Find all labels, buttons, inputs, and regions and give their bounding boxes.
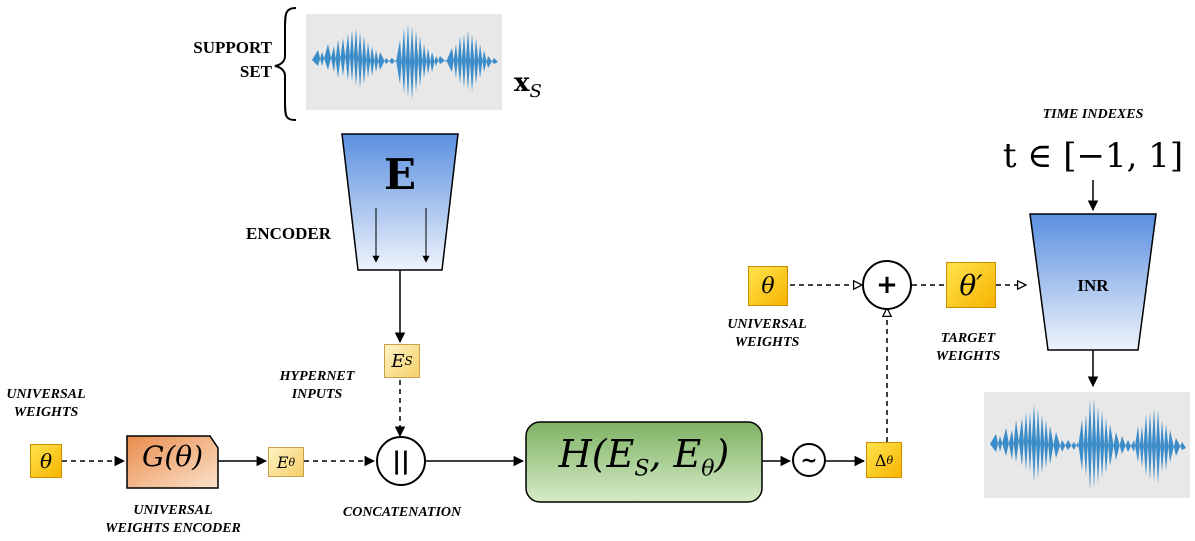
inr-label: INR [1077, 276, 1109, 295]
hypernet-shape [525, 421, 763, 503]
right-universal-weights-label: UNIVERSAL WEIGHTS [727, 317, 807, 350]
target-weights-label: TARGET WEIGHTS [935, 331, 1001, 364]
concatenation-label: CONCATENATION [342, 505, 462, 520]
support-waveform [312, 24, 498, 100]
weights-encoder-shape [126, 435, 219, 489]
target-theta-box: θ′ [946, 262, 996, 308]
hypernet-inputs-label: HYPERNET INPUTS [279, 369, 355, 402]
encoder-letter: E [383, 150, 416, 199]
support-brace [274, 7, 297, 121]
hypernet-text: H(ES, Eθ) [558, 432, 730, 482]
left-theta-box: θ [30, 444, 62, 478]
encoder-label: ENCODER [246, 224, 332, 243]
support-set-label: SUPPORT SET [193, 38, 272, 81]
left-universal-weights-label: UNIVERSAL WEIGHTS [6, 387, 86, 420]
plus-node: + [862, 260, 912, 310]
encoder-shape [341, 133, 459, 271]
weights-encoder-label: UNIVERSAL WEIGHTS ENCODER [105, 503, 241, 536]
output-waveform [990, 398, 1186, 490]
inr-shape [1029, 213, 1157, 351]
weights-encoder-text: G(θ) [141, 440, 204, 473]
tilde-node: ~ [792, 443, 826, 477]
concatenation-node: || [376, 436, 426, 486]
time-indexes-formula: t ∈ [−1, 1] [1002, 136, 1184, 176]
right-theta-box: θ [748, 266, 788, 306]
support-set-symbol: xS [514, 68, 542, 103]
time-indexes-label: TIME INDEXES [1042, 107, 1144, 122]
